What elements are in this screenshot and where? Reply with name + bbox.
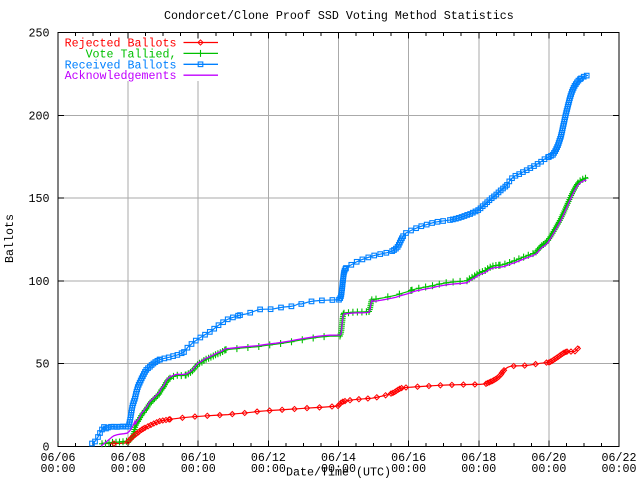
svg-text:00:00: 00:00 [41, 462, 76, 476]
svg-text:00:00: 00:00 [531, 462, 566, 476]
svg-text:06/22: 06/22 [602, 451, 637, 465]
svg-text:Date/Time (UTC): Date/Time (UTC) [286, 466, 391, 480]
svg-text:250: 250 [29, 27, 50, 41]
svg-text:06/20: 06/20 [531, 451, 566, 465]
svg-text:00:00: 00:00 [251, 462, 286, 476]
svg-text:150: 150 [29, 192, 50, 206]
svg-text:06/14: 06/14 [321, 451, 356, 465]
svg-text:00:00: 00:00 [111, 462, 146, 476]
svg-text:Ballots: Ballots [3, 214, 17, 263]
svg-text:06/16: 06/16 [391, 451, 426, 465]
svg-text:06/12: 06/12 [251, 451, 286, 465]
svg-text:00:00: 00:00 [321, 462, 356, 476]
svg-text:Acknowledgements: Acknowledgements [65, 69, 177, 83]
svg-text:50: 50 [36, 358, 50, 372]
svg-text:00:00: 00:00 [602, 462, 637, 476]
svg-text:06/08: 06/08 [111, 451, 146, 465]
svg-text:00:00: 00:00 [181, 462, 216, 476]
svg-text:06/18: 06/18 [461, 451, 496, 465]
svg-text:06/06: 06/06 [41, 451, 76, 465]
svg-text:Condorcet/Clone Proof SSD Voti: Condorcet/Clone Proof SSD Voting Method … [164, 9, 514, 23]
svg-text:100: 100 [29, 275, 50, 289]
svg-text:06/10: 06/10 [181, 451, 216, 465]
svg-text:00:00: 00:00 [391, 462, 426, 476]
svg-text:Received Ballots: Received Ballots [65, 58, 177, 72]
svg-text:00:00: 00:00 [461, 462, 496, 476]
svg-text:Rejected Ballots: Rejected Ballots [65, 37, 177, 51]
svg-text:0: 0 [43, 441, 50, 455]
svg-text:Vote Tallied,: Vote Tallied, [86, 47, 177, 61]
svg-text:200: 200 [29, 109, 50, 123]
